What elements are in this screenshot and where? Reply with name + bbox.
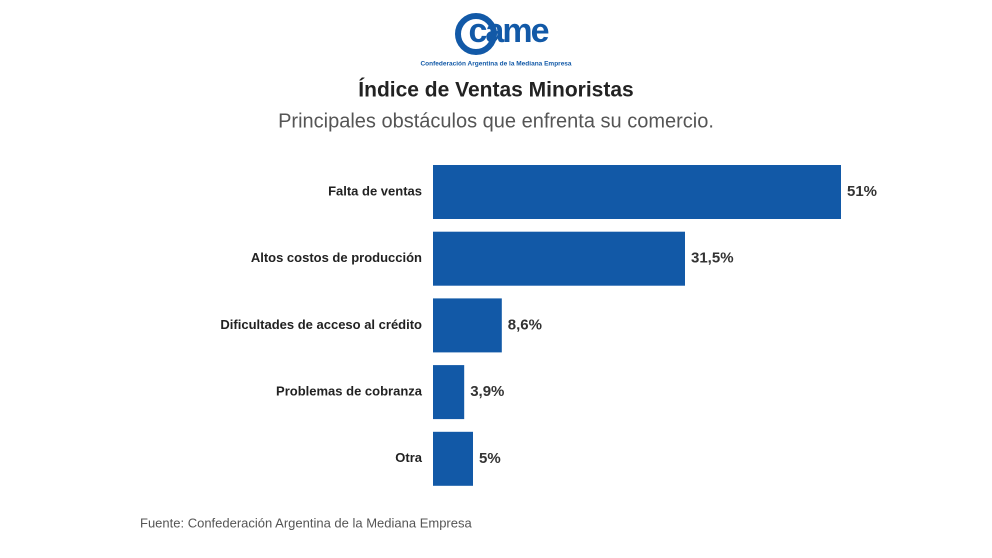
- category-label: Dificultades de acceso al crédito: [220, 317, 422, 332]
- chart-subtitle: Principales obstáculos que enfrenta su c…: [278, 110, 714, 132]
- value-label: 3,9%: [470, 383, 504, 400]
- logo: came: [469, 12, 549, 50]
- chart-title: Índice de Ventas Minoristas: [358, 79, 633, 102]
- value-label: 8,6%: [508, 316, 542, 333]
- bar: [433, 231, 685, 286]
- bar: [433, 165, 841, 219]
- value-label: 51%: [847, 183, 877, 200]
- bar: [433, 298, 502, 353]
- source: Fuente: Confederación Argentina de la Me…: [140, 515, 472, 530]
- bar: [433, 431, 473, 486]
- category-label: Otra: [395, 450, 423, 465]
- value-label: 31,5%: [691, 250, 734, 267]
- category-label: Falta de ventas: [328, 183, 422, 198]
- category-label: Problemas de cobranza: [276, 384, 423, 399]
- bar: [433, 365, 465, 420]
- logo-caption: Confederación Argentina de la Mediana Em…: [420, 61, 571, 68]
- category-label: Altos costos de producción: [251, 250, 422, 265]
- value-label: 5%: [479, 450, 501, 467]
- logo-ring: [455, 13, 497, 55]
